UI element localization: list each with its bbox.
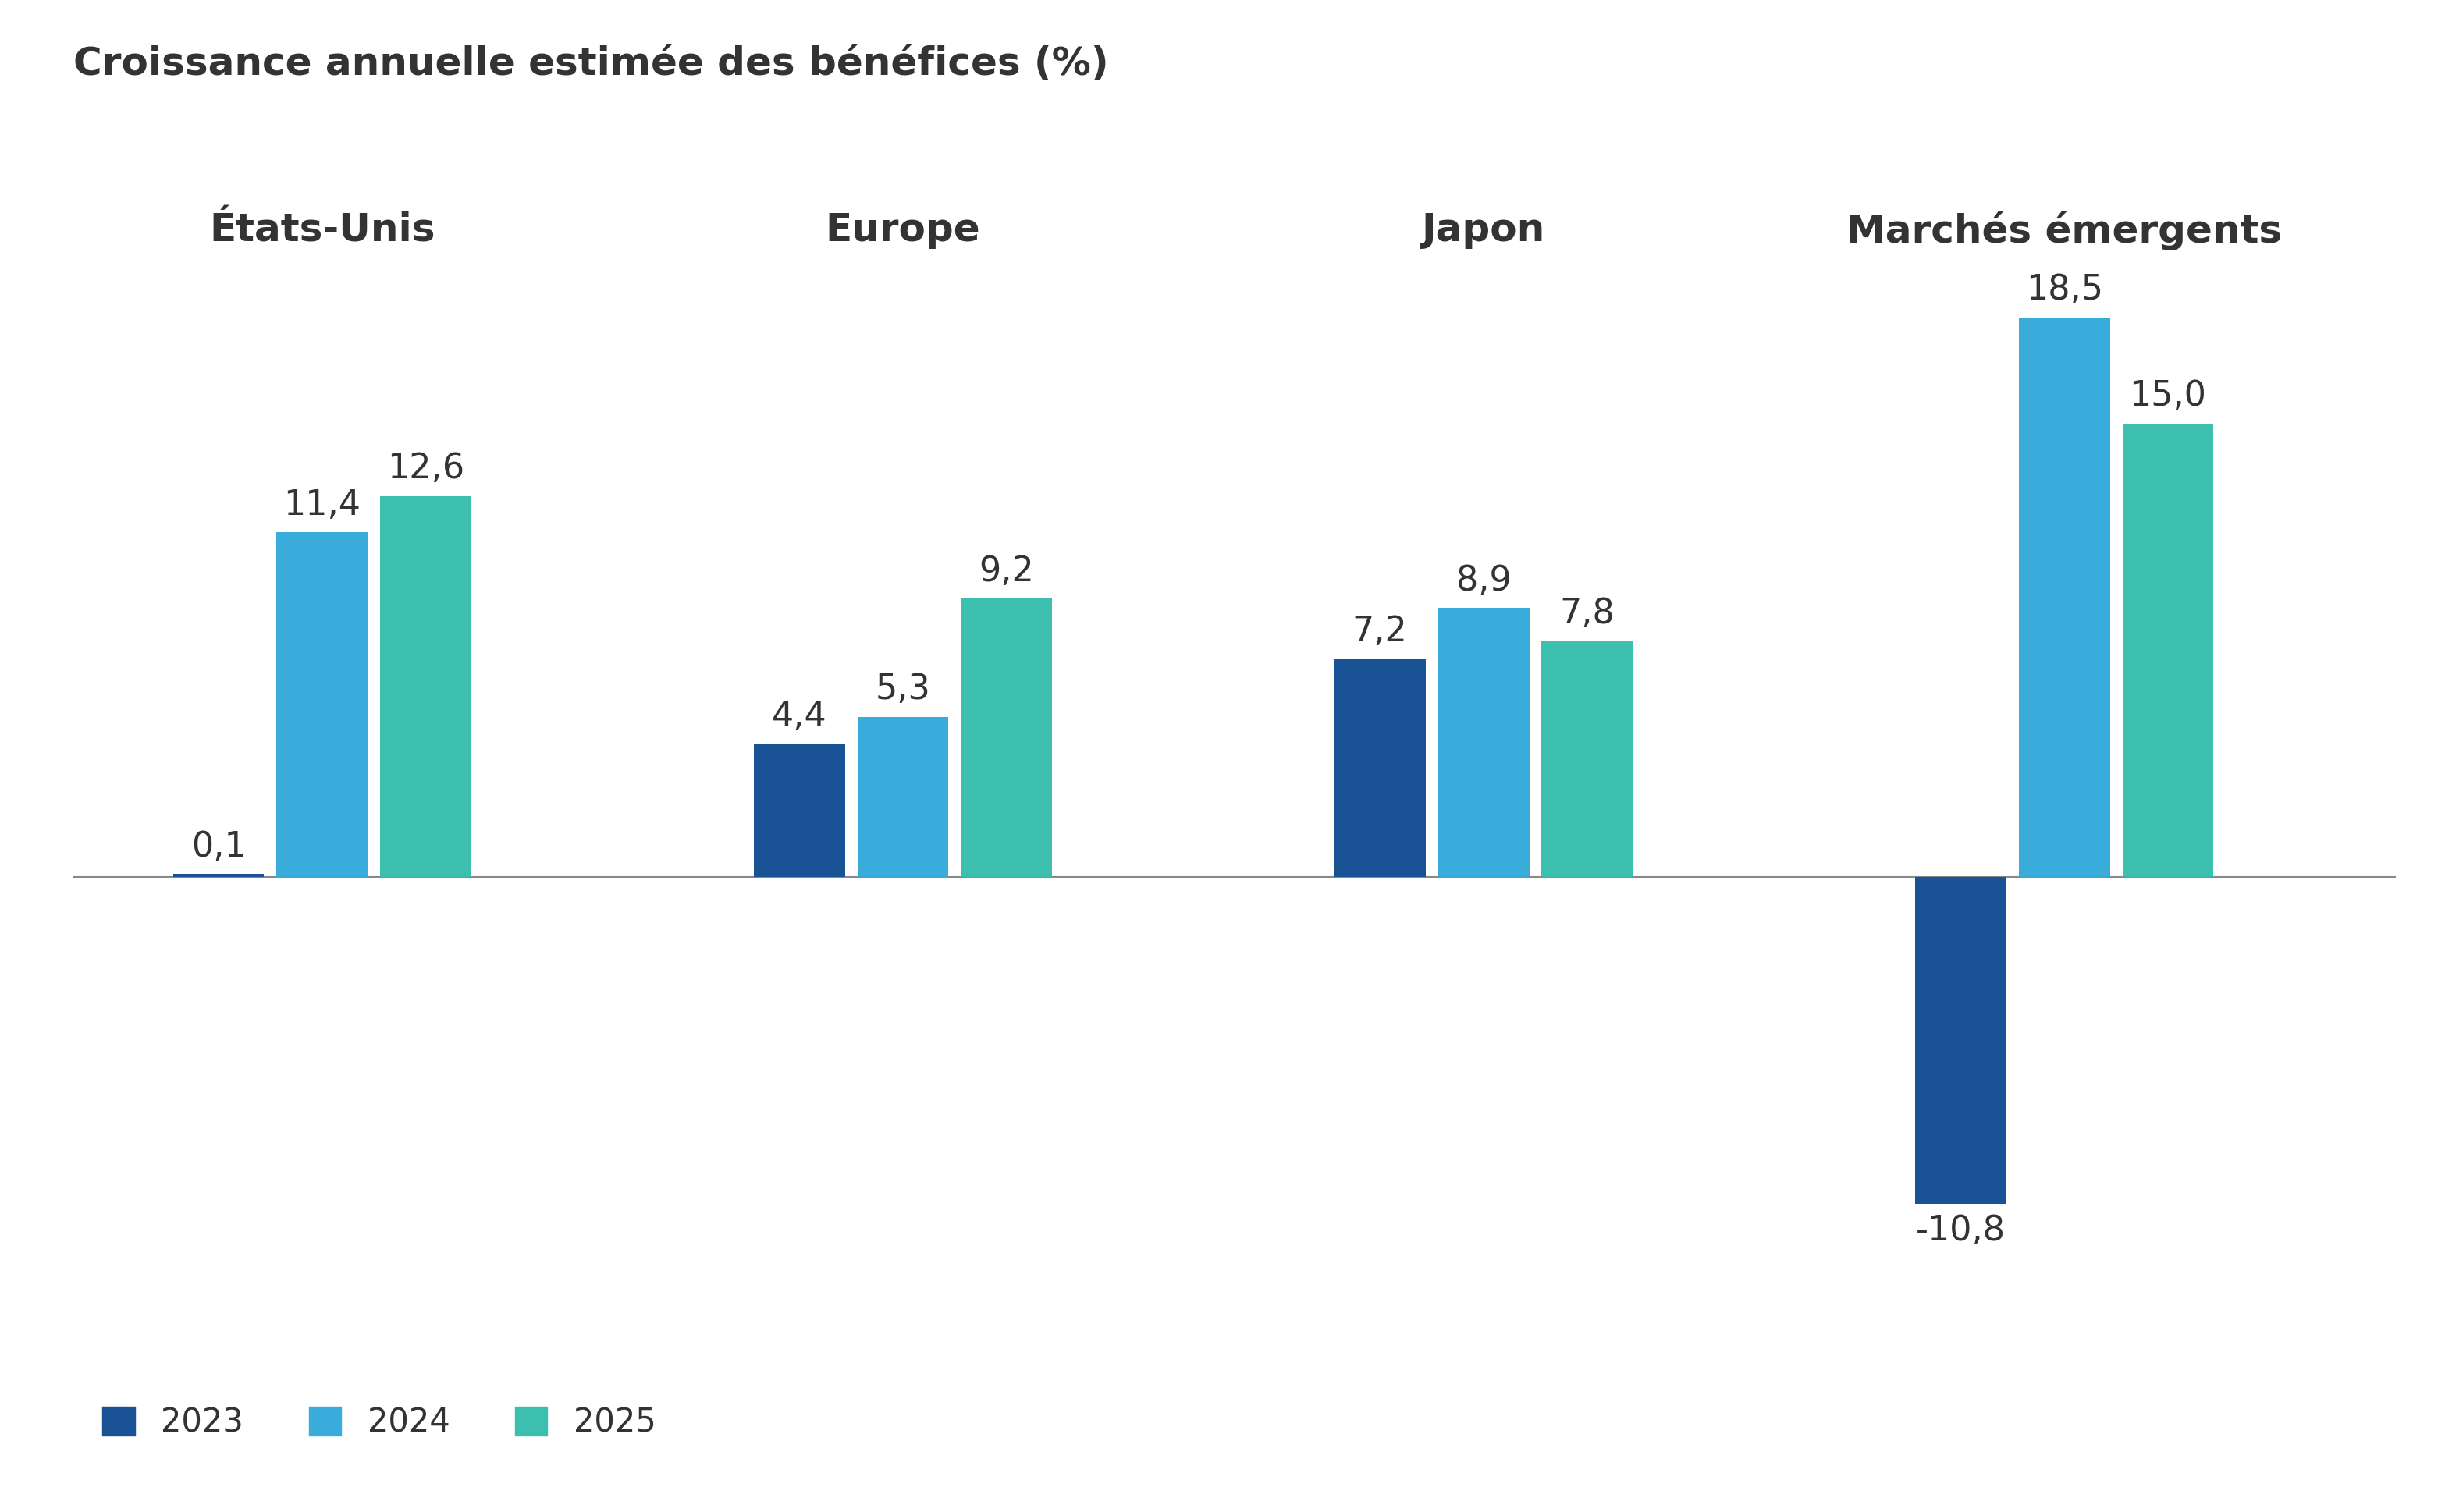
Bar [753, 744, 846, 877]
Bar [858, 717, 949, 877]
Bar [1438, 608, 1528, 877]
Text: 7,8: 7,8 [1560, 597, 1614, 631]
Text: États-Unis: États-Unis [210, 212, 435, 249]
Bar [1914, 877, 2007, 1204]
Text: Europe: Europe [826, 212, 980, 249]
Text: 5,3: 5,3 [875, 673, 932, 706]
Text: Croissance annuelle estimée des bénéfices (%): Croissance annuelle estimée des bénéfice… [73, 45, 1108, 83]
Bar [2122, 423, 2213, 877]
Text: 12,6: 12,6 [386, 452, 465, 485]
Text: 9,2: 9,2 [978, 555, 1034, 588]
Text: 4,4: 4,4 [773, 700, 826, 733]
Bar [2020, 318, 2110, 877]
Bar [276, 532, 367, 877]
Text: 7,2: 7,2 [1352, 615, 1408, 649]
Bar [174, 874, 264, 877]
Bar [961, 599, 1051, 877]
Text: Marchés émergents: Marchés émergents [1846, 212, 2281, 251]
Text: 8,9: 8,9 [1455, 564, 1511, 597]
Legend: 2023, 2024, 2025: 2023, 2024, 2025 [90, 1394, 670, 1452]
Text: 11,4: 11,4 [284, 488, 362, 522]
Text: 15,0: 15,0 [2130, 380, 2205, 413]
Text: 0,1: 0,1 [191, 830, 247, 863]
Text: Japon: Japon [1423, 212, 1545, 249]
Bar [1543, 641, 1633, 877]
Bar [1335, 659, 1425, 877]
Bar [381, 496, 472, 877]
Text: -10,8: -10,8 [1917, 1214, 2005, 1247]
Text: 18,5: 18,5 [2024, 274, 2103, 307]
